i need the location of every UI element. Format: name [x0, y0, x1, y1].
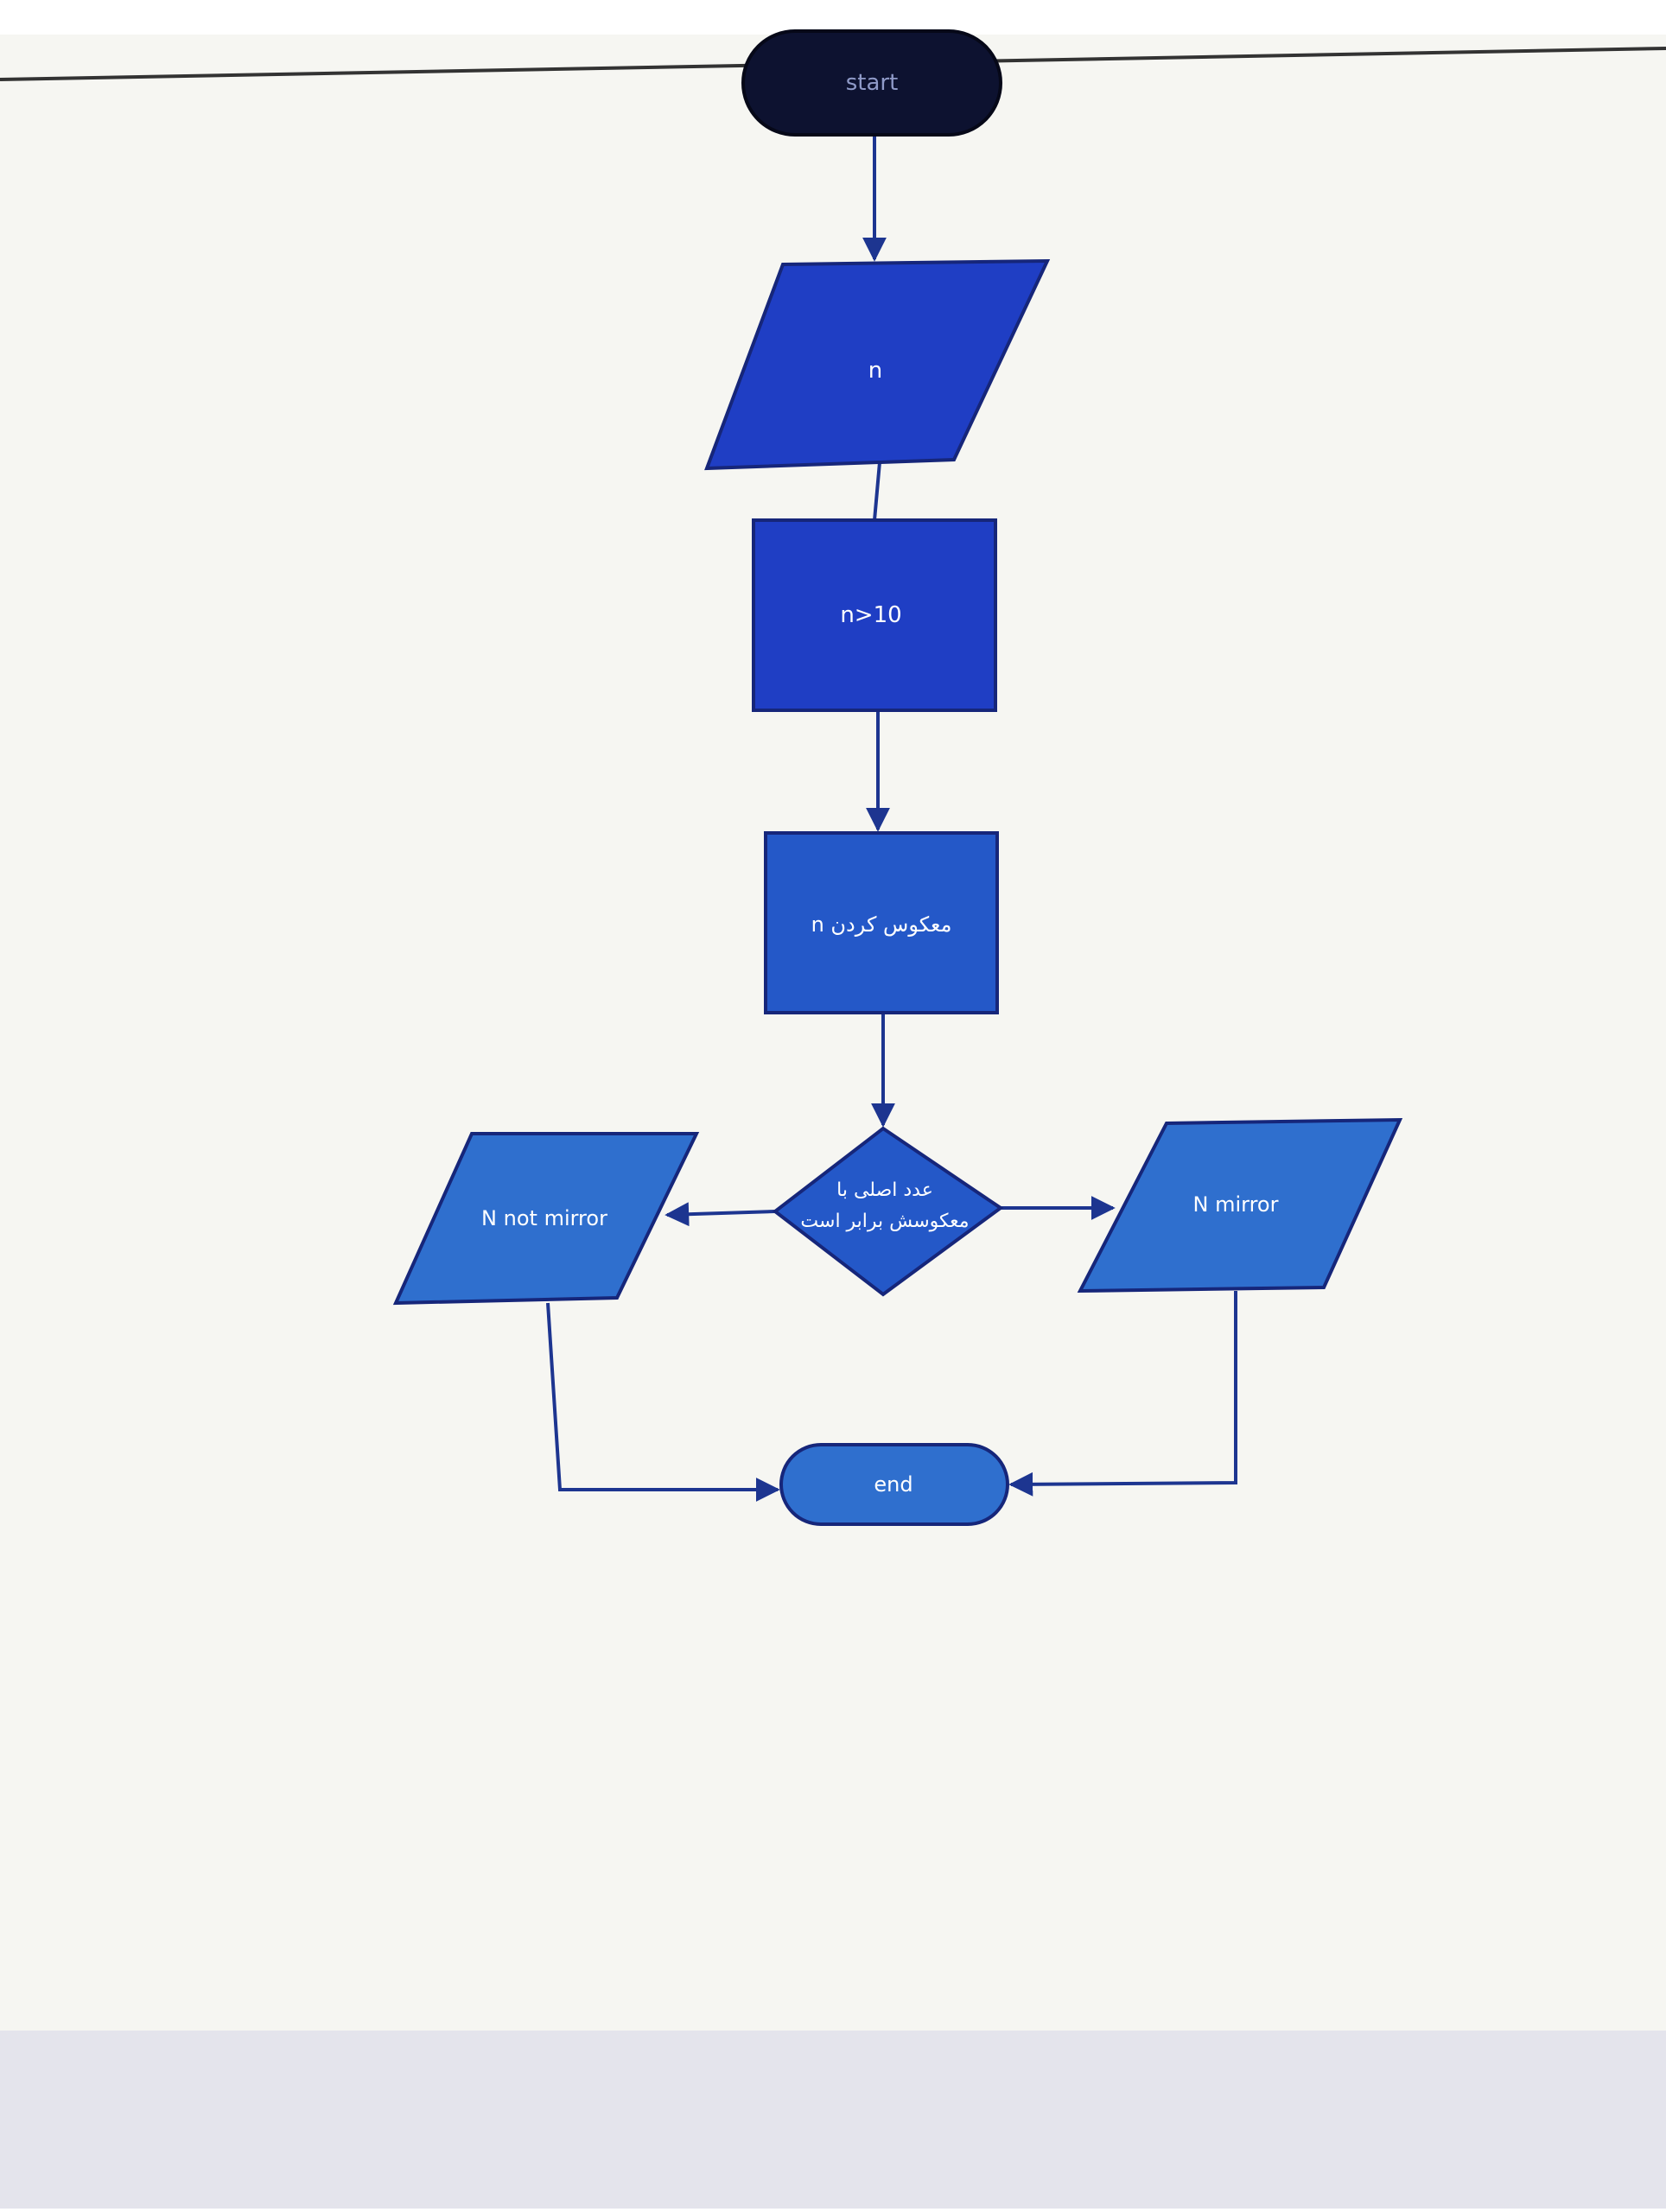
yes-output-label: N mirror — [1193, 1192, 1279, 1217]
end-terminal: end — [781, 1445, 1008, 1524]
decision-label-line1: عدد اصلی با — [836, 1179, 933, 1201]
no-output-label: N not mirror — [481, 1206, 607, 1230]
reverse-process-box: معکوس کردن n — [766, 833, 997, 1013]
start-terminal: start — [743, 31, 1001, 135]
decision-label-line2: معکوسش برابر است — [800, 1211, 969, 1232]
condition-label: n>10 — [840, 602, 901, 628]
reverse-label: معکوس کردن n — [811, 912, 952, 937]
paper-bottom-band — [0, 2031, 1666, 2209]
end-label: end — [874, 1472, 912, 1497]
condition-box: n>10 — [754, 520, 995, 710]
start-label: start — [846, 70, 899, 96]
input-label: n — [868, 358, 882, 384]
